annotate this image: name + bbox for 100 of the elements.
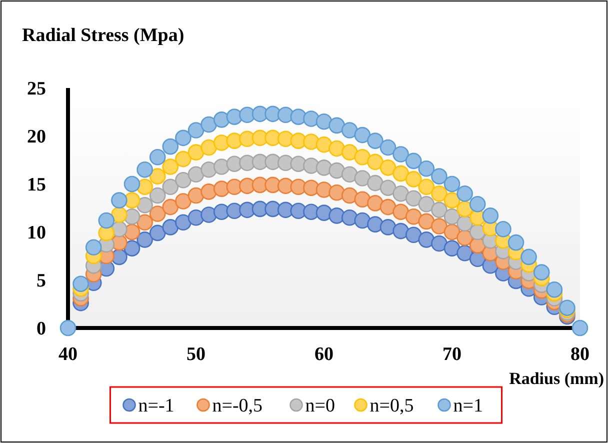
point [456, 200, 473, 218]
point [354, 170, 371, 186]
point [111, 206, 128, 223]
point [367, 154, 384, 170]
point [149, 206, 166, 222]
point [200, 116, 217, 133]
legend-label: n=0,5 [370, 396, 414, 417]
y-tick-label: 5 [36, 270, 46, 292]
point [482, 208, 499, 224]
point [162, 138, 179, 155]
point [431, 185, 448, 202]
point [328, 162, 345, 179]
point [520, 248, 537, 266]
point [469, 196, 486, 212]
x-tick-label: 50 [186, 344, 206, 365]
point [60, 320, 76, 336]
point [149, 168, 166, 184]
point [431, 168, 448, 184]
point [162, 219, 179, 236]
point [149, 187, 166, 204]
point [175, 193, 192, 210]
point [341, 166, 358, 183]
point [380, 219, 396, 236]
point [213, 134, 230, 151]
point [456, 244, 473, 262]
point [367, 216, 384, 232]
point [546, 281, 563, 298]
point [354, 148, 371, 166]
x-tick-label: 70 [442, 344, 462, 365]
point [418, 160, 435, 177]
point [405, 171, 422, 188]
legend-label: n=-1 [138, 396, 174, 417]
point [367, 174, 384, 192]
y-tick-label: 25 [27, 78, 46, 100]
point [162, 198, 179, 216]
point [111, 192, 128, 208]
point [392, 222, 409, 240]
point [456, 185, 473, 202]
point [495, 220, 512, 238]
point [380, 198, 396, 216]
point [354, 212, 371, 229]
point [188, 144, 204, 160]
point [303, 158, 320, 174]
point [136, 196, 153, 214]
point [328, 184, 345, 201]
point [341, 122, 358, 138]
x-tick-label: 80 [570, 344, 590, 365]
point [367, 132, 384, 149]
point [124, 192, 140, 208]
point [136, 178, 153, 196]
x-tick-label: 40 [58, 344, 78, 365]
x-tick-label: 60 [314, 344, 334, 365]
point [136, 161, 153, 178]
point [444, 192, 460, 208]
point [418, 213, 435, 230]
point [213, 112, 230, 128]
point [277, 154, 294, 172]
point [444, 208, 460, 225]
point [508, 234, 524, 251]
point [572, 320, 588, 336]
chart-title: Radial Stress (Mpa) [22, 25, 184, 46]
point [124, 208, 140, 225]
point [341, 209, 358, 226]
point [444, 176, 460, 192]
point [392, 146, 409, 162]
point [149, 148, 166, 166]
point [213, 158, 230, 175]
point [188, 209, 204, 226]
point [213, 204, 230, 220]
point [162, 158, 179, 175]
point [175, 150, 192, 168]
point [303, 180, 320, 196]
point [328, 117, 345, 134]
point [200, 161, 217, 178]
point [162, 178, 179, 196]
y-tick-label: 15 [27, 174, 46, 196]
point [136, 214, 153, 231]
point [354, 191, 371, 208]
point [431, 218, 448, 234]
point [533, 264, 550, 280]
point [200, 206, 217, 223]
point [380, 180, 396, 196]
y-tick-label: 0 [36, 318, 46, 340]
legend-label: n=-0,5 [212, 396, 263, 417]
point [392, 185, 409, 202]
point [431, 202, 448, 218]
point [175, 130, 192, 146]
point [444, 240, 460, 256]
point [200, 184, 217, 200]
point [418, 232, 435, 248]
point [124, 176, 140, 192]
point [175, 214, 192, 231]
point [341, 144, 358, 160]
point [200, 139, 217, 156]
point [188, 166, 204, 183]
point [405, 208, 422, 225]
point [316, 113, 332, 130]
point [303, 110, 320, 127]
point [188, 187, 204, 204]
point [341, 187, 358, 204]
